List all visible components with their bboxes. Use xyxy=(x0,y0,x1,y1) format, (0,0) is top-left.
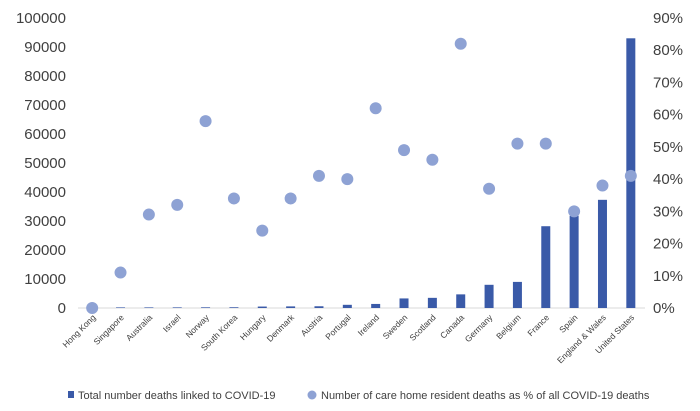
scatter-point xyxy=(86,302,99,314)
left-tick-label: 0 xyxy=(58,300,66,317)
left-tick-label: 30000 xyxy=(24,213,66,230)
category-label: Hungary xyxy=(238,312,268,342)
legend-scatter-swatch xyxy=(307,390,317,400)
bar xyxy=(371,303,381,308)
right-tick-label: 0% xyxy=(653,300,675,317)
legend-bar-label: Total number deaths linked to COVID-19 xyxy=(78,390,276,402)
category-label: Spain xyxy=(557,312,580,335)
category-label: Canada xyxy=(438,312,466,340)
left-tick-label: 90000 xyxy=(24,39,66,56)
bar xyxy=(286,306,296,308)
bar xyxy=(512,281,522,308)
right-tick-label: 50% xyxy=(653,139,683,156)
category-label: Singapore xyxy=(91,312,126,347)
left-axis: 0 10000 20000 30000 40000 50000 60000 70000 8000… xyxy=(16,10,66,317)
bar xyxy=(427,297,437,308)
left-tick-label: 50000 xyxy=(24,155,66,172)
right-tick-label: 70% xyxy=(653,74,683,91)
category-label: Scotland xyxy=(407,312,438,343)
category-label: Belgium xyxy=(494,312,523,341)
bar xyxy=(484,284,494,308)
bar xyxy=(201,307,211,308)
left-tick-label: 100000 xyxy=(16,10,66,27)
right-tick-label: 60% xyxy=(653,107,683,124)
scatter-point xyxy=(624,169,637,182)
left-tick-label: 70000 xyxy=(24,97,66,114)
bar xyxy=(597,199,607,308)
scatter-point xyxy=(142,208,155,221)
category-label: Austria xyxy=(299,312,325,338)
category-label: Norway xyxy=(184,312,212,340)
right-tick-label: 90% xyxy=(653,10,683,27)
category-label: Germany xyxy=(463,312,495,344)
bar xyxy=(399,298,409,308)
category-label: Hong Kong xyxy=(60,312,97,349)
right-tick-label: 40% xyxy=(653,171,683,188)
category-label: England & Wales xyxy=(555,312,608,365)
scatter-point xyxy=(539,137,552,150)
left-tick-label: 40000 xyxy=(24,184,66,201)
left-tick-label: 60000 xyxy=(24,126,66,143)
left-tick-label: 20000 xyxy=(24,242,66,259)
legend: Total number deaths linked to COVID-19 N… xyxy=(68,390,650,402)
left-tick-label: 80000 xyxy=(24,68,66,85)
bar-series xyxy=(87,38,636,309)
scatter-point xyxy=(256,224,269,237)
category-label: Ireland xyxy=(356,312,382,338)
category-label: Portugal xyxy=(323,312,353,342)
category-label: Sweden xyxy=(381,312,410,341)
legend-bar-swatch xyxy=(68,391,74,398)
scatter-point xyxy=(114,266,127,279)
category-label: Israel xyxy=(161,312,183,334)
bar xyxy=(144,307,154,308)
category-label: Australia xyxy=(124,312,155,343)
bar xyxy=(541,226,551,308)
right-tick-label: 20% xyxy=(653,236,683,253)
scatter-point xyxy=(369,102,382,115)
scatter-point xyxy=(312,169,325,182)
right-tick-label: 30% xyxy=(653,203,683,220)
legend-scatter-label: Number of care home resident deaths as %… xyxy=(321,390,650,402)
bar xyxy=(456,294,466,308)
scatter-series xyxy=(86,37,637,314)
scatter-point xyxy=(284,192,297,205)
category-label: Denmark xyxy=(265,312,297,344)
bar xyxy=(257,306,267,308)
scatter-point xyxy=(568,205,581,218)
bar xyxy=(116,307,126,308)
right-tick-label: 80% xyxy=(653,42,683,59)
scatter-point xyxy=(341,173,354,186)
bar xyxy=(229,307,239,308)
scatter-point xyxy=(398,144,411,157)
scatter-point xyxy=(426,153,439,166)
bar xyxy=(314,306,324,308)
bar xyxy=(342,304,352,308)
scatter-point xyxy=(511,137,524,150)
scatter-point xyxy=(596,179,609,192)
right-axis: 0% 10% 20% 30% 40% 50% 60% 70% 80% 90% xyxy=(653,10,683,317)
left-tick-label: 10000 xyxy=(24,271,66,288)
right-tick-label: 10% xyxy=(653,268,683,285)
scatter-point xyxy=(454,37,467,50)
scatter-point xyxy=(171,198,184,211)
category-label: France xyxy=(525,312,551,338)
bar xyxy=(172,307,182,308)
scatter-point xyxy=(199,115,212,128)
bar xyxy=(569,215,579,308)
scatter-point xyxy=(227,192,240,205)
scatter-point xyxy=(483,182,496,195)
